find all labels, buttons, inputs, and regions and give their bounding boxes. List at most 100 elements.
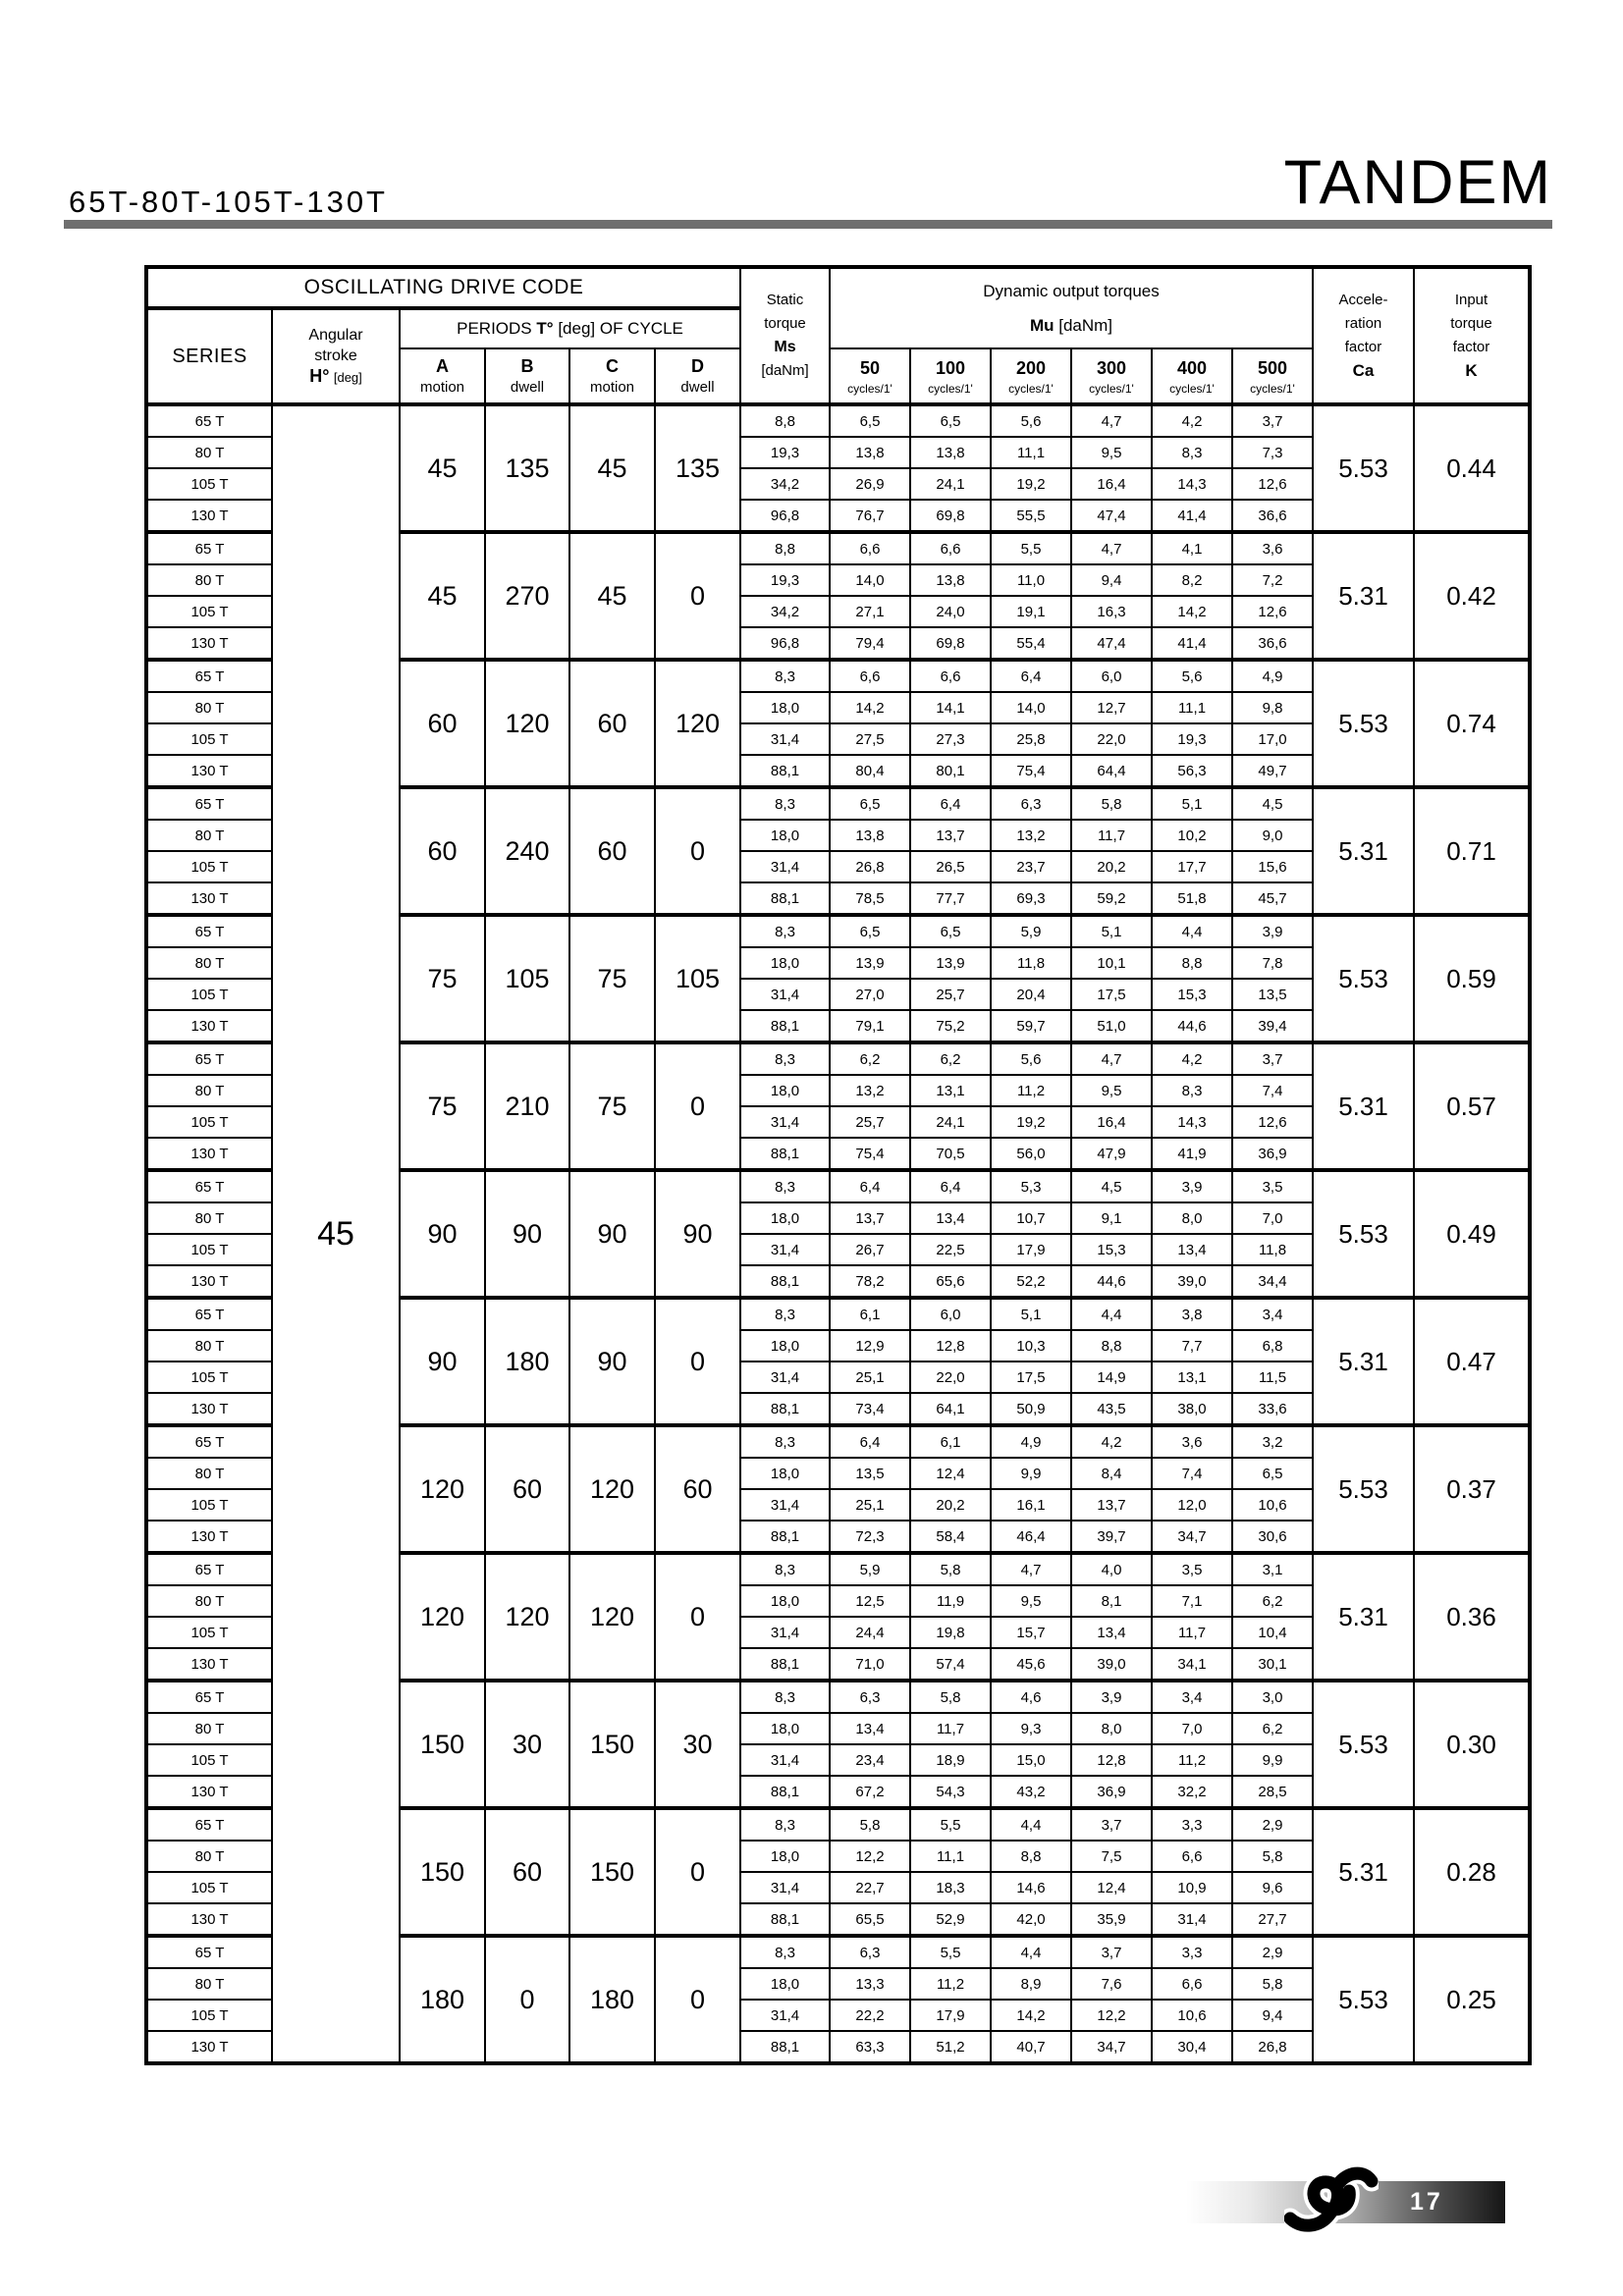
table-row: 80 T 18,0 13,7 13,4 10,7 9,1 8,0 7,0 (145, 1201, 1530, 1235)
torque-cell: 17,9 (909, 1999, 992, 2032)
torque-cell: 4,2 (1151, 402, 1233, 438)
torque-cell: 44,6 (1070, 1264, 1153, 1299)
acceleration-factor-cell: 5.31 (1312, 1551, 1415, 1682)
static-torque-cell: 88,1 (739, 754, 831, 788)
torque-cell: 13,8 (829, 819, 911, 852)
header-series: SERIES (145, 307, 273, 405)
torque-cell: 6,6 (909, 530, 992, 565)
input-torque-factor-cell: 0.37 (1413, 1423, 1531, 1554)
torque-cell: 6,1 (829, 1296, 911, 1331)
torque-cell: 33,6 (1231, 1392, 1314, 1426)
torque-cell: 17,7 (1151, 850, 1233, 883)
torque-cell: 55,4 (990, 626, 1072, 661)
period-cell-c: 75 (568, 913, 656, 1043)
period-cell-b: 60 (484, 1806, 570, 1937)
series-cell: 80 T (145, 1329, 273, 1362)
torque-cell: 5,6 (1151, 658, 1233, 693)
table-row: 65 T 90 90 90 90 8,3 6,4 6,4 5,3 4,5 3,9 3,5 5.53 0.4… (145, 1168, 1531, 1299)
torque-cell: 36,9 (1070, 1775, 1153, 1809)
torque-cell: 5,5 (990, 530, 1072, 565)
torque-cell: 6,1 (909, 1423, 992, 1459)
torque-cell: 46,4 (990, 1520, 1072, 1554)
torque-cell: 10,6 (1151, 1999, 1233, 2032)
static-torque-cell: 18,0 (739, 1329, 831, 1362)
static-torque-cell: 18,0 (739, 819, 831, 852)
torque-cell: 3,2 (1231, 1423, 1314, 1459)
series-cell: 105 T (145, 1233, 273, 1266)
static-torque-cell: 88,1 (739, 1775, 831, 1809)
table-row: 130 T 88,1 73,4 64,1 50,9 43,5 38,0 33,6 (145, 1392, 1530, 1426)
period-cell-a: 75 (399, 1041, 486, 1171)
torque-cell: 7,0 (1231, 1201, 1314, 1235)
torque-cell: 11,8 (990, 946, 1072, 980)
series-cell: 65 T (145, 1934, 273, 1969)
period-cell-a: 150 (399, 1806, 486, 1937)
table-row: 80 T 19,3 14,0 13,8 11,0 9,4 8,2 7,2 (145, 563, 1530, 597)
series-cell: 130 T (145, 1264, 273, 1299)
period-cell-a: 90 (399, 1168, 486, 1299)
series-cell: 65 T (145, 658, 273, 693)
torque-cell: 19,1 (990, 595, 1072, 628)
torque-cell: 39,7 (1070, 1520, 1153, 1554)
torque-cell: 30,6 (1231, 1520, 1314, 1554)
acceleration-factor-cell: 5.53 (1312, 658, 1415, 788)
torque-cell: 47,4 (1070, 499, 1153, 533)
period-cell-a: 60 (399, 658, 486, 788)
static-torque-cell: 31,4 (739, 1233, 831, 1266)
static-torque-cell: 8,3 (739, 1679, 831, 1714)
input-torque-factor-cell: 0.57 (1413, 1041, 1531, 1171)
torque-cell: 24,4 (829, 1616, 911, 1649)
series-cell: 80 T (145, 691, 273, 724)
static-torque-cell: 88,1 (739, 2030, 831, 2064)
acceleration-factor-cell: 5.53 (1312, 1423, 1415, 1554)
torque-cell: 3,4 (1231, 1296, 1314, 1331)
table-row: 80 T 18,0 13,8 13,7 13,2 11,7 10,2 9,0 (145, 819, 1530, 852)
torque-cell: 25,1 (829, 1361, 911, 1394)
table-row: 65 T 45 270 45 0 8,8 6,6 6,6 5,5 4,7 4,1 3,6 5.31 0.4… (145, 530, 1531, 661)
table-row: 65 T 120 60 120 60 8,3 6,4 6,1 4,9 4,2 3,6 3,2 5.53 0… (145, 1423, 1531, 1554)
static-torque-cell: 96,8 (739, 626, 831, 661)
angular-stroke-value: 45 (271, 402, 401, 2064)
torque-cell: 4,4 (990, 1934, 1072, 1969)
period-cell-d: 90 (654, 1168, 741, 1299)
static-torque-cell: 31,4 (739, 1871, 831, 1904)
torque-cell: 12,4 (909, 1457, 992, 1490)
torque-cell: 19,8 (909, 1616, 992, 1649)
torque-cell: 44,6 (1151, 1009, 1233, 1043)
torque-cell: 15,3 (1151, 978, 1233, 1011)
torque-cell: 34,7 (1070, 2030, 1153, 2064)
table-row: 130 T 96,8 76,7 69,8 55,5 47,4 41,4 36,6 (145, 499, 1530, 533)
torque-cell: 4,4 (1151, 913, 1233, 948)
static-torque-cell: 19,3 (739, 563, 831, 597)
torque-cell: 4,5 (1070, 1168, 1153, 1203)
torque-cell: 41,9 (1151, 1137, 1233, 1171)
table-row: 105 T 31,4 25,7 24,1 19,2 16,4 14,3 12,6 (145, 1105, 1530, 1139)
page-title: 65T-80T-105T-130T (69, 185, 388, 219)
torque-cell: 12,4 (1070, 1871, 1153, 1904)
table-row: 65 T 90 180 90 0 8,3 6,1 6,0 5,1 4,4 3,8 3,4 5.31 0.4… (145, 1296, 1531, 1426)
torque-cell: 13,7 (909, 819, 992, 852)
torque-cell: 3,9 (1151, 1168, 1233, 1203)
table-row: 105 T 31,4 22,7 18,3 14,6 12,4 10,9 9,6 (145, 1871, 1530, 1904)
torque-cell: 28,5 (1231, 1775, 1314, 1809)
torque-cell: 13,1 (909, 1074, 992, 1107)
table-row: 105 T 34,2 26,9 24,1 19,2 16,4 14,3 12,6 (145, 467, 1530, 501)
torque-cell: 47,9 (1070, 1137, 1153, 1171)
header-cycles-50: 50 cycles/1' (829, 347, 911, 406)
torque-cell: 38,0 (1151, 1392, 1233, 1426)
static-torque-cell: 8,3 (739, 658, 831, 693)
acceleration-factor-cell: 5.53 (1312, 1168, 1415, 1299)
torque-cell: 27,0 (829, 978, 911, 1011)
static-torque-cell: 88,1 (739, 1902, 831, 1937)
period-cell-d: 0 (654, 1551, 741, 1682)
table-row: 130 T 88,1 80,4 80,1 75,4 64,4 56,3 49,7 (145, 754, 1530, 788)
period-cell-c: 150 (568, 1679, 656, 1809)
series-cell: 130 T (145, 626, 273, 661)
torque-cell: 36,9 (1231, 1137, 1314, 1171)
torque-cell: 69,8 (909, 626, 992, 661)
torque-cell: 15,7 (990, 1616, 1072, 1649)
torque-cell: 13,4 (909, 1201, 992, 1235)
torque-cell: 3,8 (1151, 1296, 1233, 1331)
static-torque-cell: 18,0 (739, 1584, 831, 1618)
